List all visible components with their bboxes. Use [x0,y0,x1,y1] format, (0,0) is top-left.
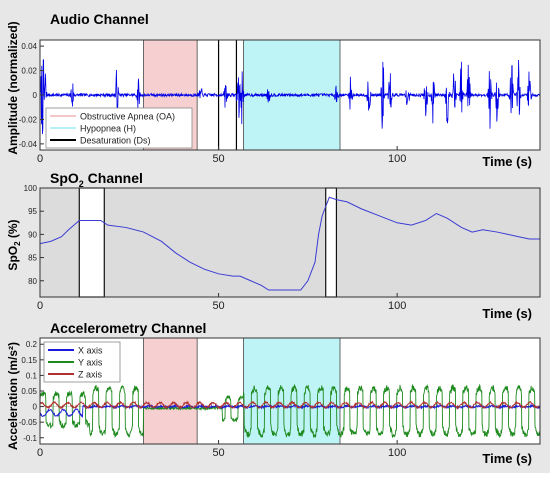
audio-xtick-label: 50 [212,153,224,165]
spo2-xtick-label: 100 [388,300,406,312]
spo2-ytick-label: 85 [28,254,37,263]
accel-ytick-label: -0.05 [19,418,38,427]
spo2-ylabel: SpO2 (%) [6,219,22,270]
audio-ytick-label: 0 [33,91,38,100]
audio-ylabel: Amplitude (normalized) [6,21,20,154]
audio-ytick-label: -0.04 [19,140,38,149]
spo2-title-sub: 2 [79,179,84,189]
accel-ytick-label: 0.2 [26,340,38,349]
accel-z-axis-line [39,400,541,411]
spo2-title-main: SpO [50,170,79,186]
spo2-ylabel-sub: 2 [13,241,22,246]
spo2-line [39,196,540,291]
accel-legend: X axis Y axis Z axis [43,341,121,383]
audio-legend-label: Obstructive Apnea (OA) [80,112,175,122]
accel-xlabel: Time (s) [482,451,532,466]
accel-y-axis-line [39,383,541,439]
accel-panel: Accelerometry Channel Acceleration (m/s²… [6,320,541,466]
spo2-axes-frame [39,187,541,298]
accel-ylabel: Acceleration (m/s²) [6,342,20,450]
accel-ytick-label: 0.15 [21,356,37,365]
audio-xtick-label: 100 [388,153,406,165]
spo2-ylabel-rest: (%) [6,219,20,241]
accel-legend-label: Z axis [78,370,103,380]
spo2-ytick-label: 100 [24,184,38,193]
accel-legend-label: X axis [78,346,103,356]
spo2-title-rest: Channel [84,170,143,186]
audio-legend-label: Desaturation (Ds) [80,136,151,146]
accel-ytick-label: 0.1 [26,371,38,380]
spo2-panel: SpO2 Channel SpO2 (%) Time (s) 0 50 100808… [6,170,541,321]
accel-title: Accelerometry Channel [50,320,206,336]
audio-xlabel: Time (s) [482,154,532,169]
spo2-desaturation-window [325,187,338,298]
spo2-xtick-label: 50 [212,300,224,312]
accel-xtick-label: 100 [388,447,406,459]
audio-legend-label: Hypopnea (H) [80,124,136,134]
audio-signal-line [39,59,541,135]
spo2-xtick-label: 0 [37,300,43,312]
accel-ytick-label: 0 [33,403,38,412]
accel-xtick-label: 0 [37,447,43,459]
audio-ytick-label: -0.02 [19,115,38,124]
accel-ytick-label: 0.05 [21,387,37,396]
spo2-plot-area [40,188,540,297]
spo2-ytick-label: 95 [28,207,37,216]
spo2-ytick-label: 80 [28,277,37,286]
spo2-xlabel: Time (s) [482,306,532,321]
audio-xtick-label: 0 [37,153,43,165]
audio-legend: Obstructive Apnea (OA) Hypopnea (H) Desatu… [45,107,193,149]
accel-ytick-label: -0.1 [23,434,37,443]
accel-xtick-label: 50 [212,447,224,459]
spo2-ylabel-main: SpO [6,246,20,271]
spo2-title: SpO2 Channel [50,170,143,189]
accel-legend-label: Y axis [78,358,103,368]
audio-ytick-label: 0.02 [21,67,37,76]
spo2-desaturation-window [78,187,105,298]
spo2-ytick-label: 90 [28,230,37,239]
audio-ytick-label: 0.04 [21,42,37,51]
audio-panel: Audio Channel Amplitude (normalized) Tim… [6,11,541,169]
audio-title: Audio Channel [50,11,149,27]
accel-event-oa [143,338,198,444]
